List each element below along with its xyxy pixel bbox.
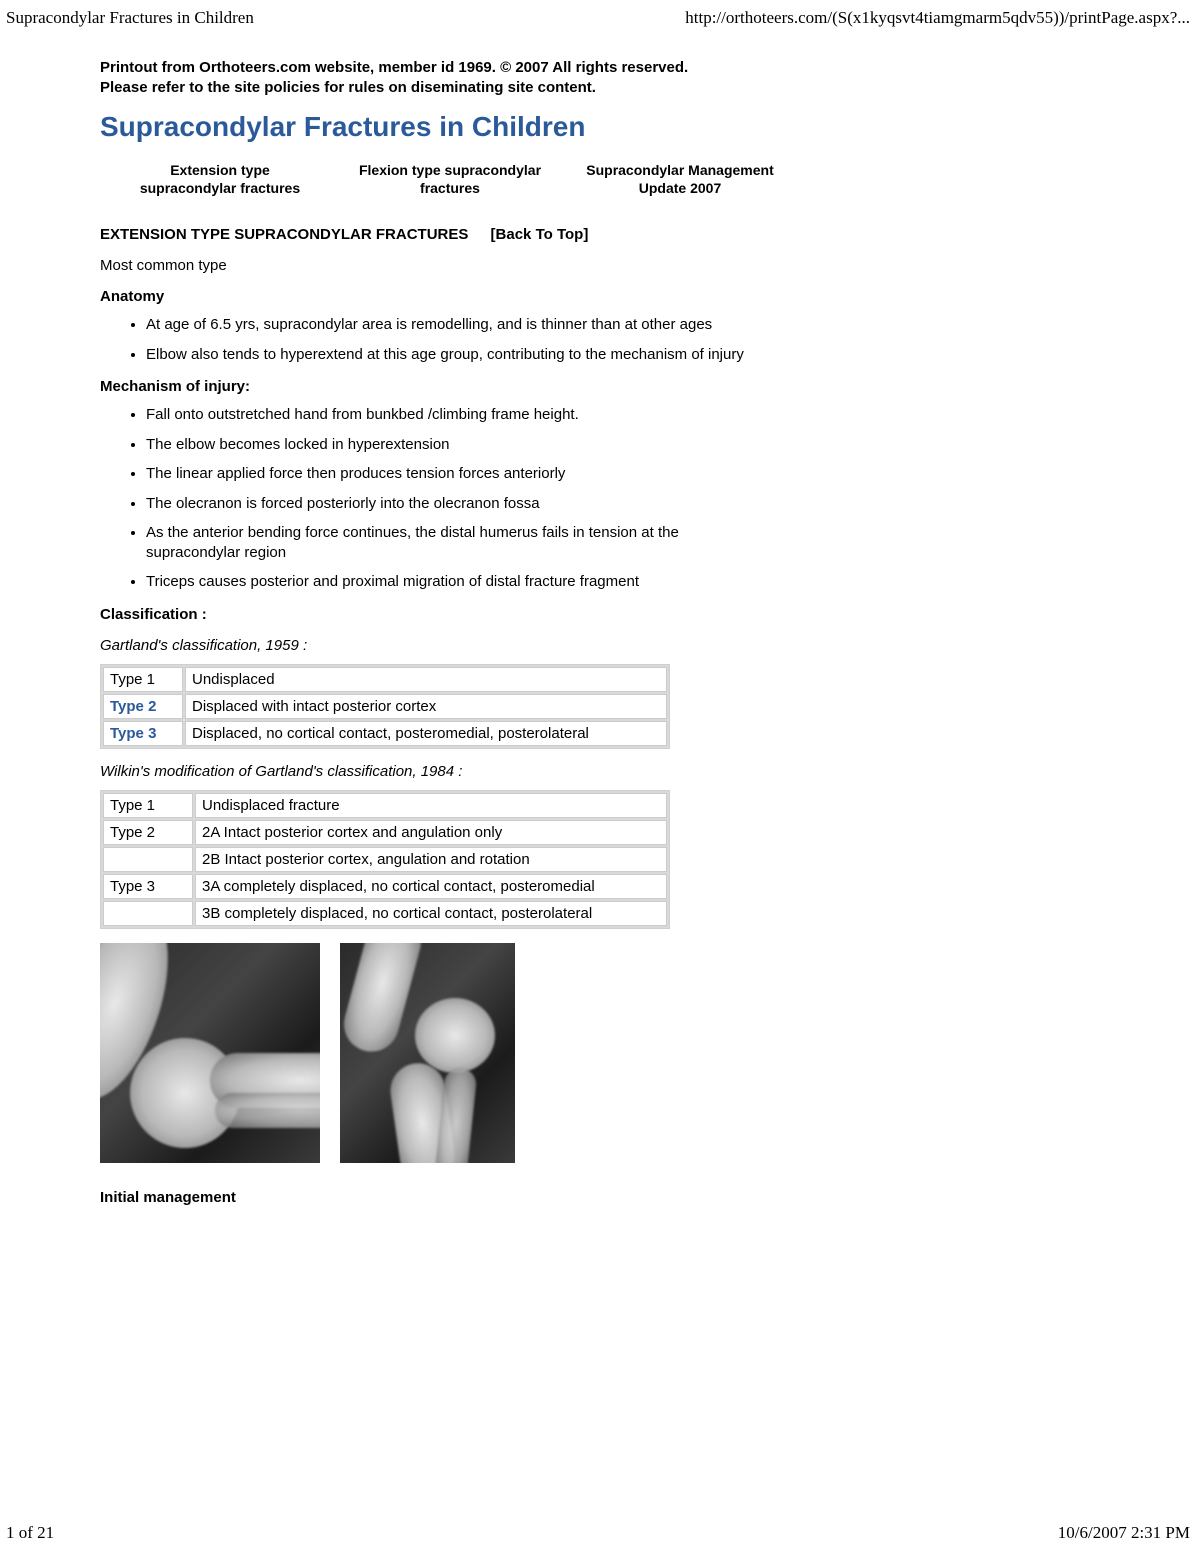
section-heading-text: EXTENSION TYPE SUPRACONDYLAR FRACTURES [100,226,468,243]
print-page: Supracondylar Fractures in Children http… [0,0,1200,1553]
cell-desc: Undisplaced fracture [195,793,667,818]
table-row: 2B Intact posterior cortex, angulation a… [103,847,667,872]
list-item: Fall onto outstretched hand from bunkbed… [146,405,800,425]
table-row: Type 2 2A Intact posterior cortex and an… [103,820,667,845]
xray-image-row [100,943,800,1163]
list-item: Triceps causes posterior and proximal mi… [146,572,800,592]
cell-type: Type 3 [103,874,193,899]
subheading-classification: Classification : [100,606,800,623]
page-title: Supracondylar Fractures in Children [100,111,800,143]
section-heading-extension: EXTENSION TYPE SUPRACONDYLAR FRACTURES [… [100,226,800,243]
cell-type: Type 1 [103,667,183,692]
table-row: Type 3 Displaced, no cortical contact, p… [103,721,667,746]
list-item: Elbow also tends to hyperextend at this … [146,345,800,365]
cell-desc: Undisplaced [185,667,667,692]
nav-link-extension[interactable]: Extension type supracondylar fractures [125,161,315,199]
nav-link-update[interactable]: Supracondylar Management Update 2007 [585,161,775,199]
table-row: 3B completely displaced, no cortical con… [103,901,667,926]
back-to-top-link[interactable]: [Back To Top] [491,226,589,243]
nav-link-flexion[interactable]: Flexion type supracondylar fractures [355,161,545,199]
cell-desc: 3A completely displaced, no cortical con… [195,874,667,899]
print-footer: 1 of 21 10/6/2007 2:31 PM [6,1523,1190,1543]
list-item: As the anterior bending force continues,… [146,523,800,562]
document-content: Printout from Orthoteers.com website, me… [100,58,800,1206]
xray-image-lateral [100,943,320,1163]
printout-line-2: Please refer to the site policies for ru… [100,78,800,98]
cell-type-link[interactable]: Type 3 [103,721,183,746]
browser-title: Supracondylar Fractures in Children [6,8,254,28]
list-item: At age of 6.5 yrs, supracondylar area is… [146,315,800,335]
anatomy-list: At age of 6.5 yrs, supracondylar area is… [100,315,800,364]
table-row: Type 2 Displaced with intact posterior c… [103,694,667,719]
wilkin-table: Type 1 Undisplaced fracture Type 2 2A In… [100,790,670,929]
anchor-nav: Extension type supracondylar fractures F… [100,161,800,199]
table-row: Type 1 Undisplaced fracture [103,793,667,818]
table-row: Type 1 Undisplaced [103,667,667,692]
cell-desc: 3B completely displaced, no cortical con… [195,901,667,926]
gartland-table: Type 1 Undisplaced Type 2 Displaced with… [100,664,670,749]
xray-image-ap [340,943,515,1163]
printout-notice: Printout from Orthoteers.com website, me… [100,58,800,99]
list-item: The elbow becomes locked in hyperextensi… [146,435,800,455]
cell-type-link[interactable]: Type 2 [103,694,183,719]
print-datetime: 10/6/2007 2:31 PM [1058,1523,1190,1543]
subheading-initial-management: Initial management [100,1189,800,1206]
cell-type: Type 2 [103,820,193,845]
list-item: The linear applied force then produces t… [146,464,800,484]
list-item: The olecranon is forced posteriorly into… [146,494,800,514]
cell-desc: Displaced with intact posterior cortex [185,694,667,719]
cell-desc: Displaced, no cortical contact, posterom… [185,721,667,746]
intro-text: Most common type [100,257,800,274]
wilkin-label: Wilkin's modification of Gartland's clas… [100,763,800,780]
table-row: Type 3 3A completely displaced, no corti… [103,874,667,899]
cell-type: Type 1 [103,793,193,818]
page-counter: 1 of 21 [6,1523,54,1543]
cell-type [103,847,193,872]
mechanism-list: Fall onto outstretched hand from bunkbed… [100,405,800,592]
cell-desc: 2B Intact posterior cortex, angulation a… [195,847,667,872]
subheading-anatomy: Anatomy [100,288,800,305]
cell-type [103,901,193,926]
printout-line-1: Printout from Orthoteers.com website, me… [100,58,800,78]
subheading-mechanism: Mechanism of injury: [100,378,800,395]
browser-header: Supracondylar Fractures in Children http… [0,0,1200,28]
browser-url: http://orthoteers.com/(S(x1kyqsvt4tiamgm… [685,8,1190,28]
gartland-label: Gartland's classification, 1959 : [100,637,800,654]
cell-desc: 2A Intact posterior cortex and angulatio… [195,820,667,845]
